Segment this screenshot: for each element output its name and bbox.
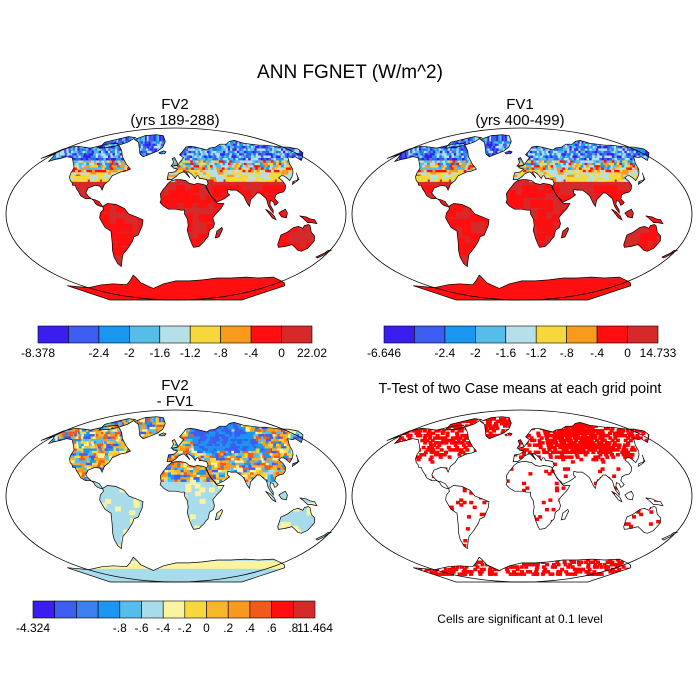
panel-1-title: FV2 (yrs 189-288): [95, 97, 255, 129]
colorbar-swatch: [97, 600, 121, 619]
colorbar-swatch: [54, 600, 77, 619]
coastlines-4: [386, 416, 679, 583]
coastlines-3: [40, 416, 333, 583]
colorbar-label: 14.733: [640, 346, 677, 360]
colorbar-swatch: [227, 600, 251, 619]
colorbar-label: 0: [624, 346, 631, 360]
colorbar-swatch: [220, 325, 252, 344]
colorbar-label: 0: [203, 621, 210, 635]
colorbar-label: -.2: [178, 621, 192, 635]
colorbar-label: 0: [278, 346, 285, 360]
colorbar-swatch: [383, 325, 415, 344]
colorbar-swatch: [596, 325, 628, 344]
colorbar-swatch: [414, 325, 446, 344]
panel-2-title-model: FV1: [506, 96, 534, 113]
colorbar-label: -8.378: [21, 346, 55, 360]
colorbar-label: -.4: [244, 346, 258, 360]
colorbar-label: 22.02: [297, 346, 327, 360]
colorbar-swatch: [129, 325, 161, 344]
globe-outline-1: [5, 127, 347, 301]
colorbar-3: -4.324 -.8 -.6 -.4 -.2 0 .2 .4 .6 .811.464: [16, 600, 333, 635]
globe-outline-2: [351, 127, 693, 301]
figure-title: ANN FGNET (W/m^2): [257, 62, 443, 83]
colorbar-label: -6.646: [367, 346, 401, 360]
colorbar-label: .4: [245, 621, 255, 635]
coastlines-2: [386, 134, 679, 301]
colorbar-swatch: [159, 325, 191, 344]
colorbar-label: .6: [267, 621, 277, 635]
colorbar-label: -1.6: [495, 346, 516, 360]
colorbar-swatch: [162, 600, 186, 619]
colorbar-swatch: [505, 325, 537, 344]
colorbar-swatch: [281, 325, 313, 344]
colorbar-label: -1.6: [149, 346, 170, 360]
colorbar-label: -.4: [590, 346, 604, 360]
colorbar-swatch: [189, 325, 221, 344]
colorbar-label: 11.464: [297, 621, 333, 635]
significance-note: Cells are significant at 0.1 level: [437, 612, 603, 626]
colorbar-label: -.8: [214, 346, 228, 360]
panel-3-title: FV2 - FV1: [95, 378, 255, 410]
colorbar-swatch: [292, 600, 316, 619]
colorbar-label: -2: [124, 346, 135, 360]
globe-outline-4: [351, 409, 693, 583]
colorbar-swatch: [32, 600, 56, 619]
colorbar-label: -2.4: [435, 346, 456, 360]
panel-2-title-years: (yrs 400-499): [475, 112, 565, 129]
colorbar-swatch: [627, 325, 659, 344]
colorbar-label: -4.324: [16, 621, 50, 635]
colorbar-swatch: [68, 325, 100, 344]
colorbar-label: .8: [288, 621, 298, 635]
colorbar-label: -2: [470, 346, 481, 360]
panel-3-title-diff: - FV1: [156, 393, 194, 410]
colorbar-swatch: [535, 325, 567, 344]
colorbar-swatch: [474, 325, 506, 344]
panel-2-title: FV1 (yrs 400-499): [440, 97, 600, 129]
panel-1-title-model: FV2: [161, 96, 189, 113]
colorbar-label: -.4: [156, 621, 170, 635]
colorbar-1: -8.378 -2.4 -2 -1.6 -1.2 -.8 -.4 0 22.02: [21, 325, 327, 360]
colorbar-swatch: [250, 325, 282, 344]
panel-1-title-years: (yrs 189-288): [130, 112, 220, 129]
coastlines-1: [40, 134, 333, 301]
colorbar-swatch: [37, 325, 69, 344]
colorbar-swatch: [141, 600, 164, 619]
colorbar-swatch: [184, 600, 207, 619]
colorbar-label: -.8: [113, 621, 127, 635]
colorbar-label: .2: [223, 621, 233, 635]
colorbar-label: -.8: [560, 346, 574, 360]
panel-3-title-model: FV2: [161, 377, 189, 394]
colorbar-label: -.6: [134, 621, 148, 635]
colorbar-label: -1.2: [180, 346, 201, 360]
colorbar-swatch: [249, 600, 272, 619]
colorbar-swatch: [566, 325, 598, 344]
colorbar-swatch: [76, 600, 99, 619]
colorbar-swatch: [271, 600, 294, 619]
colorbar-label: -1.2: [526, 346, 547, 360]
panel-4-title: T-Test of two Case means at each grid po…: [378, 381, 662, 397]
colorbar-swatch: [206, 600, 229, 619]
colorbar-label: -2.4: [89, 346, 110, 360]
colorbar-swatch: [119, 600, 142, 619]
colorbar-2: -6.646 -2.4 -2 -1.6 -1.2 -.8 -.4 0 14.733: [367, 325, 677, 360]
globe-outline-3: [5, 409, 347, 583]
colorbar-swatch: [444, 325, 476, 344]
colorbar-swatch: [98, 325, 130, 344]
